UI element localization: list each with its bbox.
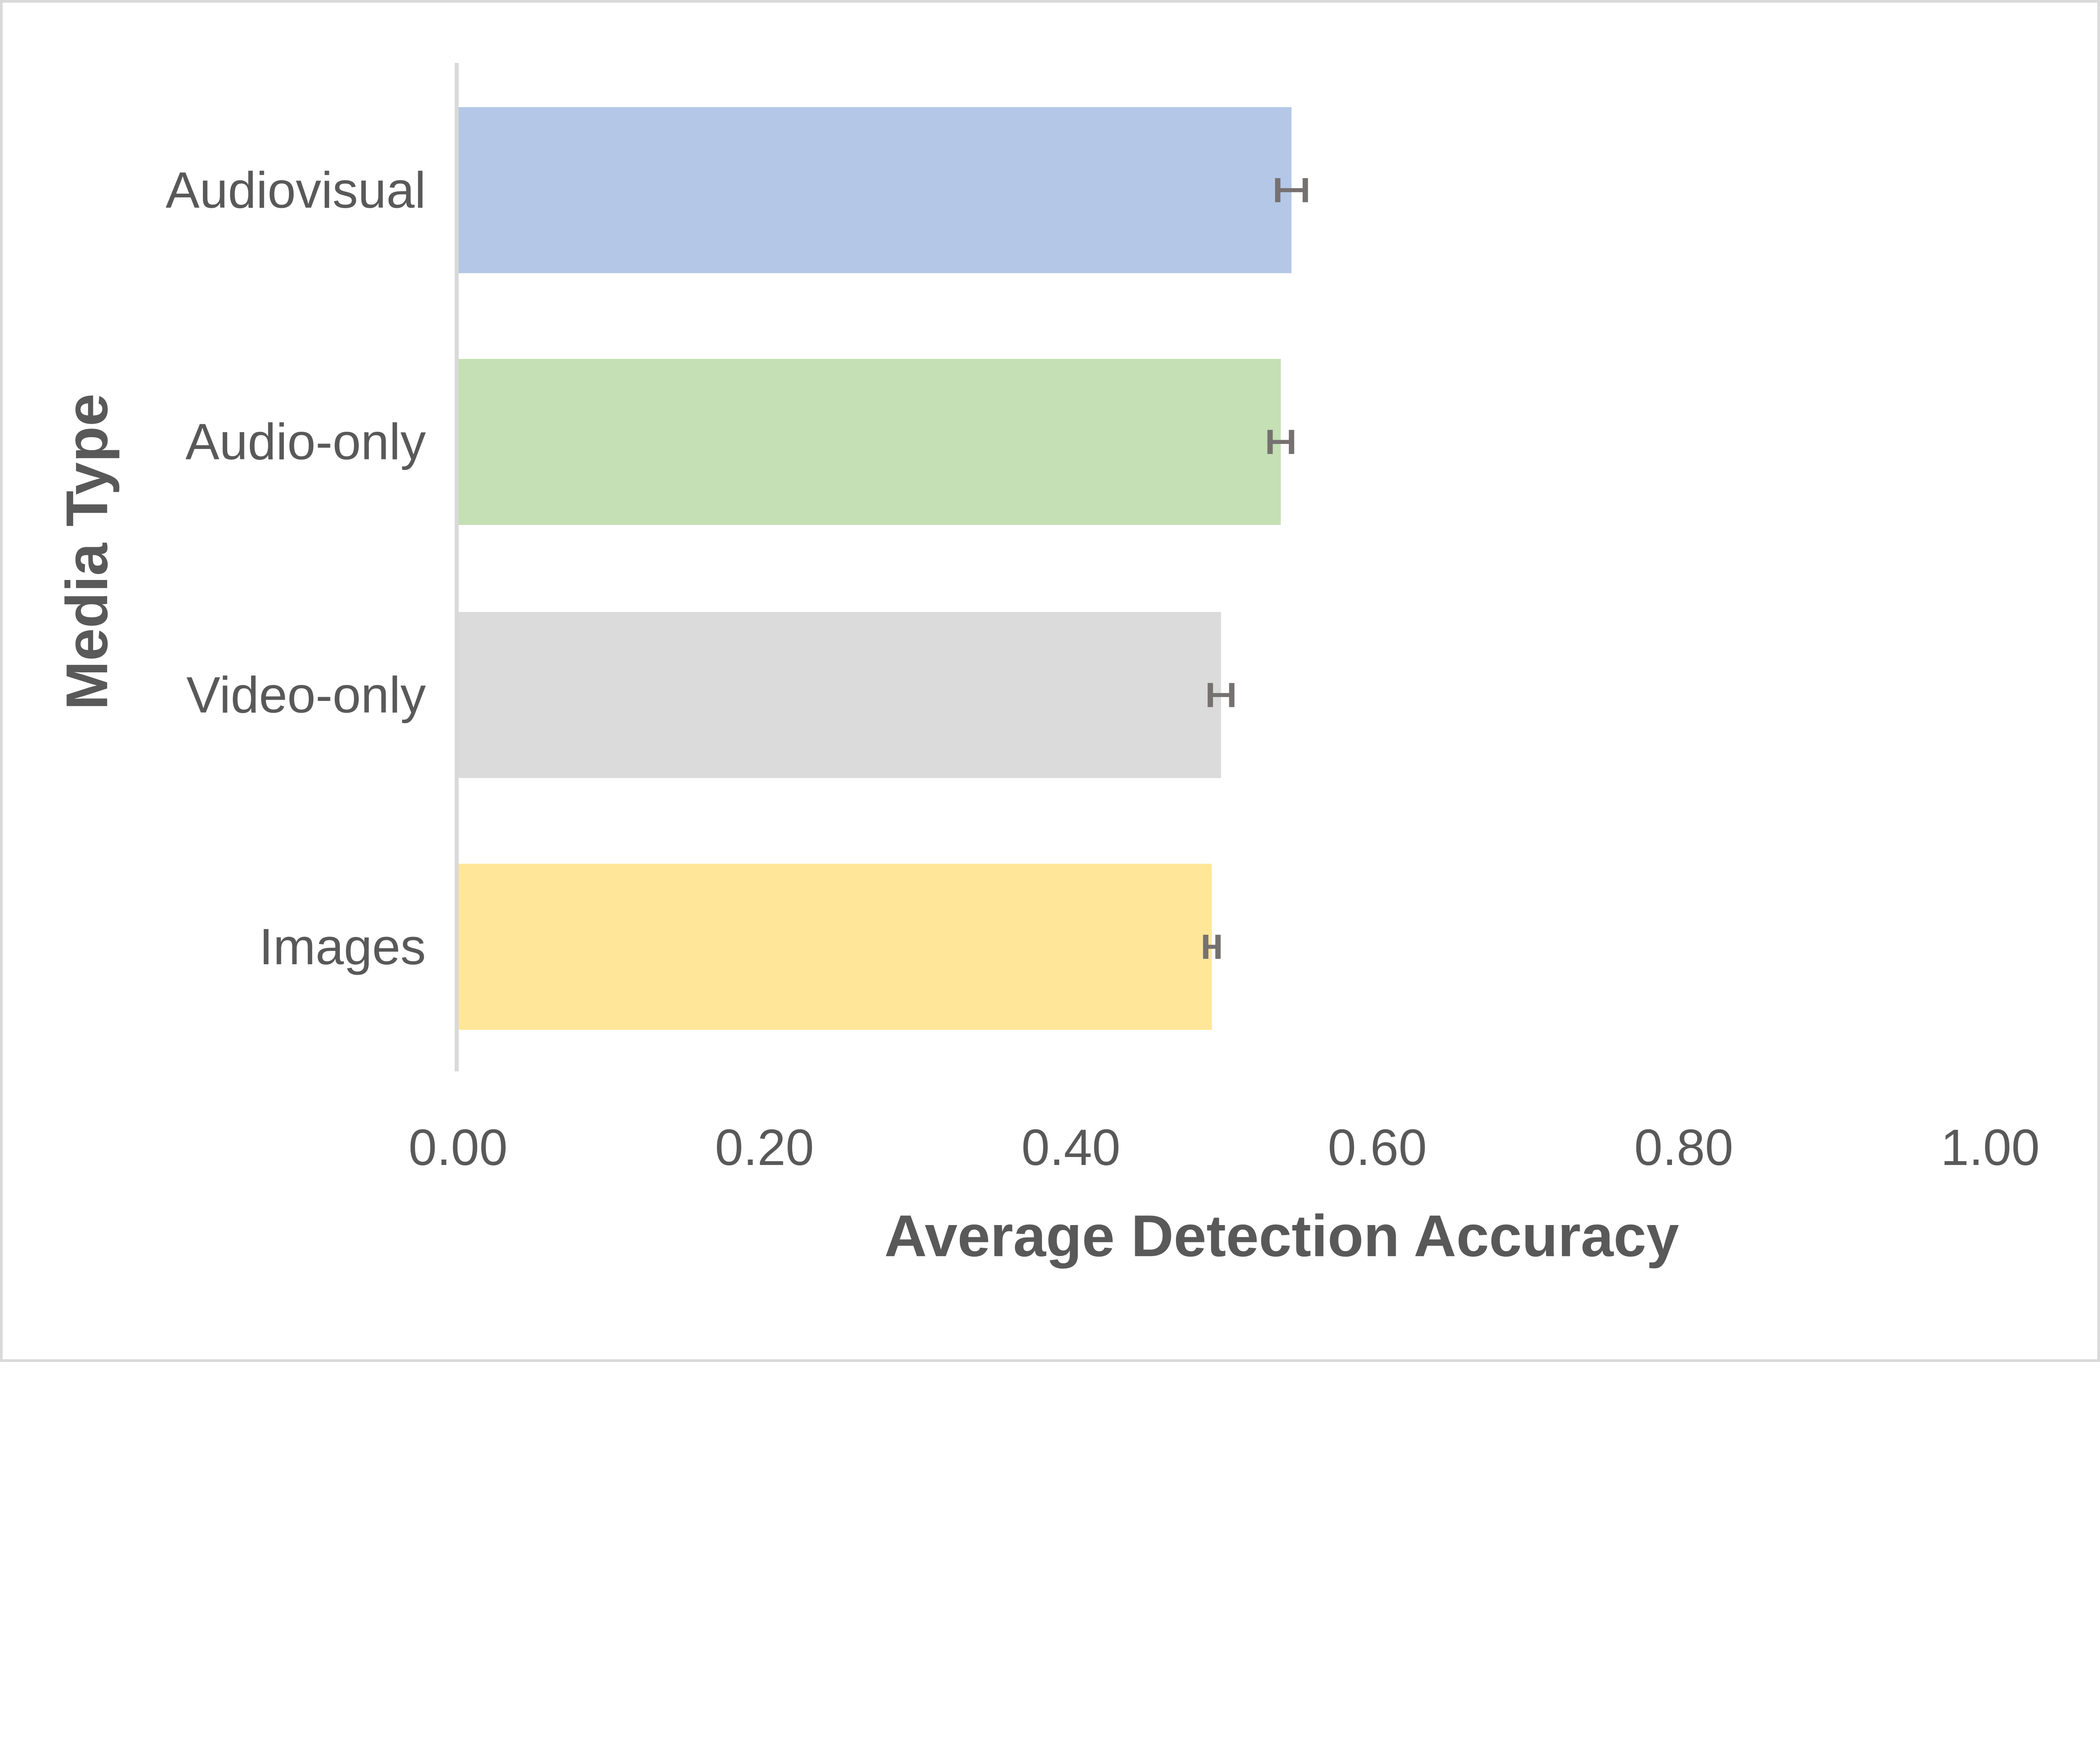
x-tick-label: 1.00 — [1941, 1119, 2040, 1176]
error-bar — [1208, 683, 1235, 707]
error-bar — [1267, 430, 1294, 454]
x-tick-label: 0.20 — [715, 1119, 814, 1176]
chart: Audiovisual Audio-only Video-only Images 0.… — [0, 0, 2100, 1362]
bar-images — [458, 863, 1212, 1030]
bar-audio-only — [458, 359, 1281, 525]
x-axis-title: Average Detection Accuracy — [885, 1203, 1679, 1269]
bar-audiovisual — [458, 107, 1292, 273]
x-tick-label: 0.40 — [1021, 1119, 1121, 1176]
y-tick-label: Audiovisual — [165, 161, 426, 218]
y-axis-title: Media Type — [54, 394, 120, 710]
y-tick-label: Video-only — [186, 666, 426, 723]
y-tick-label: Images — [259, 918, 426, 975]
error-bar — [1275, 178, 1308, 202]
x-tick-label: 0.00 — [409, 1119, 508, 1176]
x-tick-label: 0.80 — [1634, 1119, 1733, 1176]
bar-video-only — [458, 612, 1221, 778]
y-tick-label: Audio-only — [186, 413, 426, 470]
x-tick-label: 0.60 — [1328, 1119, 1427, 1176]
error-bar — [1203, 934, 1221, 959]
